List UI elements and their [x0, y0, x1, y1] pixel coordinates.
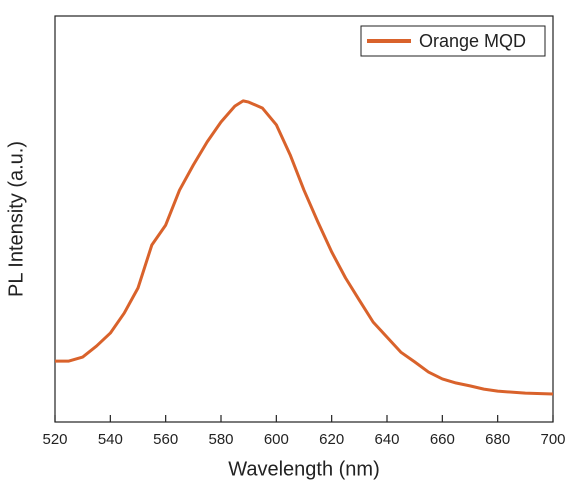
- y-axis-label: PL Intensity (a.u.): [5, 141, 27, 297]
- x-tick-label: 640: [374, 431, 399, 448]
- x-axis-label: Wavelength (nm): [228, 458, 380, 480]
- x-tick-label: 520: [42, 431, 67, 448]
- x-tick-label: 580: [208, 431, 233, 448]
- plot-frame: [54, 15, 554, 423]
- legend-label: Orange MQD: [419, 31, 526, 51]
- x-tick-label: 600: [264, 431, 289, 448]
- x-tick-label: 540: [98, 431, 123, 448]
- x-tick-label: 680: [485, 431, 510, 448]
- x-tick-label: 620: [319, 431, 344, 448]
- x-tick-label: 700: [540, 431, 565, 448]
- legend-box: [360, 25, 546, 57]
- series-line: [55, 99, 554, 396]
- x-tick-label: 660: [430, 431, 455, 448]
- x-tick-label: 560: [153, 431, 178, 448]
